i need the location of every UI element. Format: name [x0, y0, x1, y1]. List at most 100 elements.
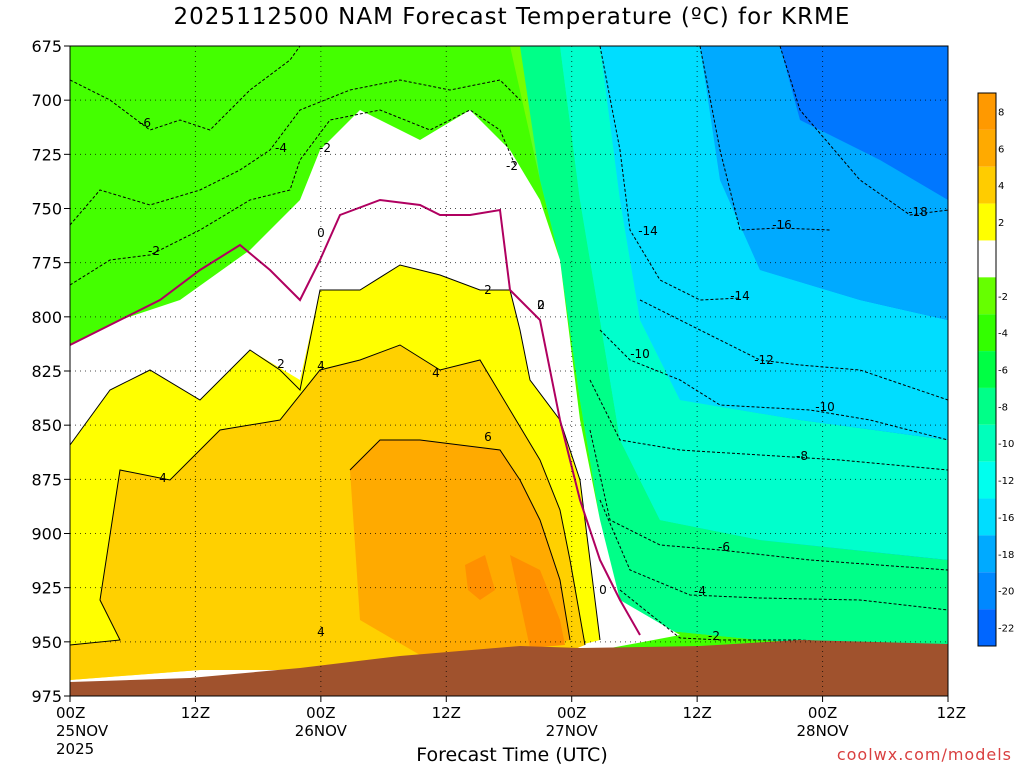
contour-pos4 — [69, 344, 586, 646]
contour-label: 0 — [599, 583, 607, 597]
y-tick-label: 875 — [31, 470, 62, 489]
x-tick-date: 25NOV — [56, 722, 109, 740]
colorbar-label: 8 — [998, 107, 1004, 118]
contour-neg6-right — [589, 429, 949, 571]
colorbar-label: 2 — [998, 218, 1004, 229]
colorbar-label: -8 — [998, 402, 1008, 413]
colorbar-swatch — [978, 93, 996, 130]
x-tick-time: 12Z — [432, 704, 461, 722]
deep-orange-pocket-1 — [465, 555, 495, 600]
x-tick-date: 27NOV — [546, 722, 599, 740]
colorbar-swatch — [978, 203, 996, 241]
colorbar-label: -4 — [998, 329, 1008, 340]
colorbar-swatch — [978, 351, 996, 388]
colorbar-swatch — [978, 240, 996, 278]
contour-pos6 — [349, 439, 571, 641]
teal-band — [560, 46, 948, 560]
x-tick-time: 12Z — [937, 704, 966, 722]
freezing-line — [69, 198, 641, 636]
x-tick-time: 12Z — [181, 704, 210, 722]
x-tick-time: 00Z — [306, 704, 335, 722]
contour-neg16 — [699, 45, 831, 231]
grid — [70, 46, 948, 696]
colorbar-label: 4 — [998, 181, 1004, 192]
y-tick-label: 725 — [31, 145, 62, 164]
contour-label: 4 — [317, 359, 325, 373]
y-tick-label: 700 — [31, 91, 62, 110]
y-tick-label: 825 — [31, 362, 62, 381]
contour-label: -18 — [908, 205, 928, 219]
colorbar-label: -2 — [998, 292, 1008, 303]
contour-label: -14 — [638, 224, 658, 238]
y-axis: 675 700 725 750 775 800 825 850 875 900 925 950 975 — [31, 37, 70, 706]
contour-label: 2 — [277, 357, 285, 371]
y-tick-label: 900 — [31, 525, 62, 544]
x-tick-time: 00Z — [56, 704, 85, 722]
contour-label: -4 — [275, 141, 287, 155]
colorbar-label: -20 — [998, 587, 1014, 598]
y-tick-label: 800 — [31, 308, 62, 327]
y-tick-label: 675 — [31, 37, 62, 56]
y-tick-label: 750 — [31, 200, 62, 219]
contour-label: -12 — [754, 353, 774, 367]
colorbar-label: -6 — [998, 366, 1008, 377]
colorbar-swatch — [978, 461, 996, 499]
contour-label: 4 — [159, 471, 167, 485]
x-tick-time: 00Z — [557, 704, 586, 722]
colorbar-swatch — [978, 609, 996, 646]
contour-label: -2 — [319, 141, 331, 155]
contour-label: 6 — [484, 430, 492, 444]
colorbar: 8 6 4 2 -2 -4 -6 -8 -10 -12 -16 -18 -20 -22 — [977, 92, 1014, 647]
cyan-band — [600, 46, 948, 440]
contour-label: 2 — [537, 298, 545, 312]
contour-neg6 — [69, 45, 301, 131]
contour-label: -6 — [718, 540, 730, 554]
contour-label: 0 — [537, 298, 545, 312]
colorbar-swatch — [978, 498, 996, 536]
contour-label: -6 — [139, 116, 151, 130]
y-tick-label: 850 — [31, 416, 62, 435]
colorbar-label: -10 — [998, 439, 1014, 450]
contour-neg2 — [69, 109, 516, 286]
colorbar-swatch — [978, 129, 996, 167]
x-axis-label: Forecast Time (UTC) — [416, 744, 608, 766]
x-tick-date: 26NOV — [295, 722, 348, 740]
contour-label: -8 — [796, 449, 808, 463]
deep-orange-pocket-2 — [510, 555, 565, 648]
plot-area — [69, 45, 949, 696]
contour-label: -2 — [708, 629, 720, 643]
contour-neg4-right — [599, 499, 949, 611]
contour-label: -4 — [694, 584, 706, 598]
colorbar-swatch — [978, 166, 996, 204]
colorbar-label: -16 — [998, 513, 1014, 524]
contour-label: -10 — [630, 347, 650, 361]
colorbar-label: -18 — [998, 550, 1014, 561]
contour-label: -14 — [730, 289, 750, 303]
colorbar-frame — [977, 92, 997, 647]
chart-title: 2025112500 NAM Forecast Temperature (ºC)… — [173, 4, 851, 30]
green-cold-band — [520, 46, 948, 650]
contour-label: 2 — [484, 283, 492, 297]
y-tick-label: 775 — [31, 254, 62, 273]
contour-label: -16 — [772, 218, 792, 232]
colorbar-label: -12 — [998, 476, 1014, 487]
contour-label: -10 — [815, 400, 835, 414]
colorbar-swatch — [978, 277, 996, 315]
colorbar-swatch — [978, 572, 996, 610]
colorbar-swatch — [978, 535, 996, 573]
contour-label: 4 — [432, 366, 440, 380]
x-tick-date: 28NOV — [797, 722, 850, 740]
contour-label: 0 — [317, 226, 325, 240]
colorbar-swatch — [978, 424, 996, 462]
orange-region — [350, 440, 570, 655]
contour-neg10 — [599, 329, 949, 441]
y-tick-label: 975 — [31, 687, 62, 706]
contour-neg12 — [639, 299, 949, 401]
colorbar-label: -22 — [998, 624, 1014, 635]
contour-neg14 — [599, 45, 741, 301]
x-tick-time: 12Z — [682, 704, 711, 722]
ground-terrain — [70, 640, 948, 696]
